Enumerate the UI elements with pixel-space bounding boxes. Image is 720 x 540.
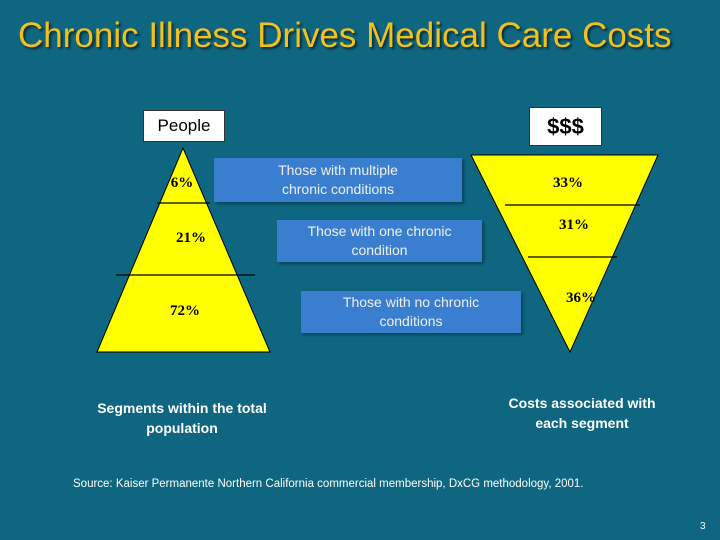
page-number: 3 — [700, 521, 706, 532]
cost-pct-none: 36% — [566, 290, 596, 306]
source-note: Source: Kaiser Permanente Northern Calif… — [73, 478, 584, 490]
people-caption: Segments within the total population — [97, 400, 267, 436]
costs-pyramid — [470, 154, 659, 354]
segment-label-multiple: Those with multiple chronic conditions — [214, 158, 462, 202]
slide-title: Chronic Illness Drives Medical Care Cost… — [18, 16, 672, 55]
people-label: People — [143, 110, 225, 142]
cost-pct-one: 31% — [559, 217, 589, 233]
segment-label-one: Those with one chronic condition — [277, 220, 482, 262]
costs-caption: Costs associated with each segment — [508, 395, 656, 431]
costs-label: $$$ — [529, 107, 602, 146]
people-pct-multiple: 6% — [170, 175, 194, 191]
cost-pct-multiple: 33% — [553, 175, 583, 191]
people-pyramid — [96, 146, 271, 353]
segment-label-none: Those with no chronic conditions — [301, 291, 521, 333]
people-pct-one: 21% — [176, 230, 206, 246]
people-pct-none: 72% — [170, 303, 200, 319]
